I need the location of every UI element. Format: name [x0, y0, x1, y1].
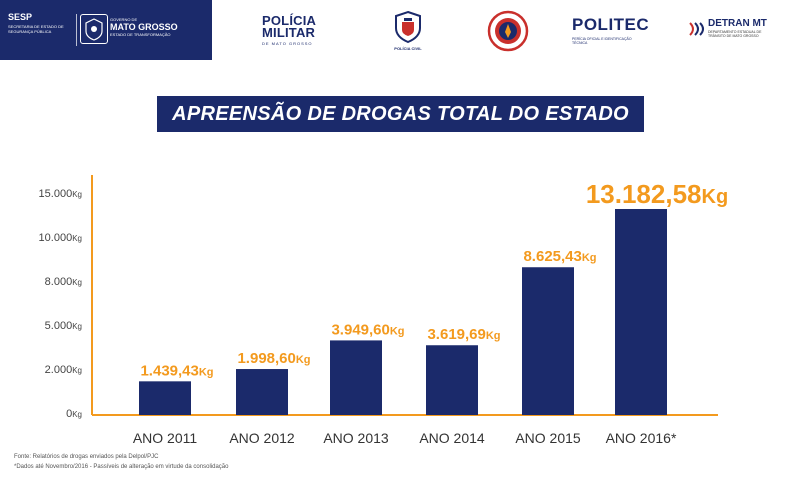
pm-line3: DE MATO GROSSO	[262, 41, 313, 46]
mt-gov-label: GOVERNO DE	[110, 17, 138, 22]
pm-line2: MILITAR	[262, 25, 316, 40]
y-tick-label: 10.000Kg	[39, 232, 82, 244]
bar	[522, 267, 574, 415]
detran-logo: DETRAN MT DEPARTAMENTO ESTADUAL DE TRÂNS…	[688, 18, 778, 44]
policia-militar-logo: POLÍCIA MILITAR DE MATO GROSSO	[262, 13, 322, 47]
mt-sub-label: ESTADO DE TRANSFORMAÇÃO	[110, 32, 171, 37]
detran-sub: DEPARTAMENTO ESTADUAL DE TRÂNSITO DE MAT…	[708, 30, 762, 38]
mt-name-label: MATO GROSSO	[110, 22, 178, 32]
politec-name: POLITEC	[572, 15, 650, 34]
bar	[236, 369, 288, 415]
pm-line1: POLÍCIA	[262, 13, 317, 28]
y-tick-label: 15.000Kg	[39, 188, 82, 200]
data-label: 13.182,58Kg	[586, 179, 728, 209]
detran-mark-icon	[689, 22, 704, 36]
sesp-logo: SESP SECRETARIA DE ESTADO DE SEGURANÇA P…	[8, 12, 78, 48]
politec-logo: POLITEC PERÍCIA OFICIAL E IDENTIFICAÇÃO …	[572, 15, 650, 46]
x-tick-label: ANO 2012	[229, 430, 295, 446]
x-tick-label: ANO 2016*	[606, 430, 677, 446]
data-label: 1.439,43Kg	[140, 362, 213, 379]
sesp-subtitle: SECRETARIA DE ESTADO DE SEGURANÇA PÚBLIC…	[8, 24, 64, 34]
x-tick-label: ANO 2015	[515, 430, 581, 446]
bombeiros-seal-icon	[487, 10, 529, 52]
header-divider	[76, 14, 77, 46]
y-tick-label: 2.000Kg	[45, 364, 82, 376]
y-tick-label: 8.000Kg	[45, 276, 82, 288]
y-tick-label: 5.000Kg	[45, 320, 82, 332]
x-tick-label: ANO 2011	[133, 430, 198, 446]
detran-name: DETRAN MT	[708, 18, 767, 29]
chart-title: APREENSÃO DE DROGAS TOTAL DO ESTADO	[157, 96, 644, 132]
policia-civil-badge-icon	[395, 10, 421, 44]
bombeiros-logo	[487, 10, 529, 52]
header-band: SESP SECRETARIA DE ESTADO DE SEGURANÇA P…	[0, 0, 212, 60]
bar	[330, 340, 382, 415]
y-tick-label: 0Kg	[66, 408, 82, 420]
data-label: 3.949,60Kg	[331, 321, 404, 338]
bar	[615, 208, 667, 415]
bar	[426, 345, 478, 415]
mato-grosso-crest-icon	[80, 14, 108, 44]
politec-sub: PERÍCIA OFICIAL E IDENTIFICAÇÃO TÉCNICA	[572, 37, 632, 45]
policia-civil-logo: POLÍCIA CIVIL	[390, 10, 426, 52]
bar	[139, 381, 191, 415]
data-label: 1.998,60Kg	[237, 350, 310, 367]
source-note: Fonte: Relatórios de drogas enviados pel…	[14, 454, 159, 460]
sesp-title: SESP	[8, 12, 33, 22]
pc-label: POLÍCIA CIVIL	[394, 46, 422, 51]
x-tick-label: ANO 2014	[419, 430, 485, 446]
data-label: 8.625,43Kg	[523, 248, 596, 265]
data-note: *Dados até Novembro/2016 - Passíveis de …	[14, 464, 229, 470]
mato-grosso-logo: GOVERNO DE MATO GROSSO ESTADO DE TRANSFO…	[110, 17, 206, 37]
data-label: 3.619,69Kg	[427, 326, 500, 343]
x-tick-label: ANO 2013	[323, 430, 389, 446]
